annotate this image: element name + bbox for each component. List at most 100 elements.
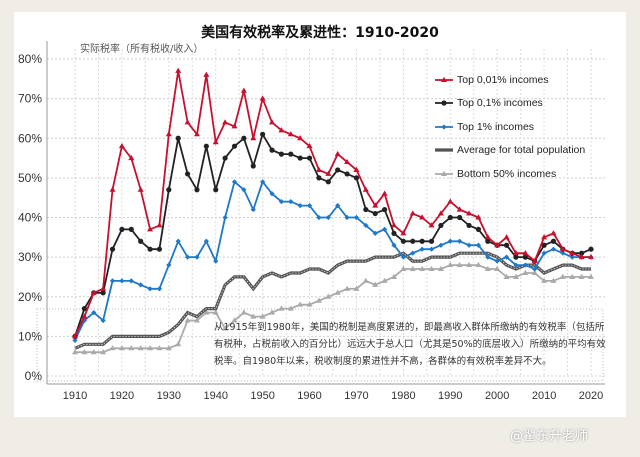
data-point <box>419 238 425 244</box>
data-point <box>278 199 284 205</box>
data-point <box>240 87 247 93</box>
data-point <box>250 135 257 141</box>
data-point <box>260 179 266 185</box>
data-point <box>550 277 557 283</box>
data-point <box>409 265 416 272</box>
data-point <box>541 250 547 256</box>
data-point <box>344 214 350 221</box>
data-point <box>485 254 491 260</box>
series-top-0-1-incomes <box>72 131 594 339</box>
data-point <box>447 214 453 221</box>
data-point <box>260 131 266 137</box>
data-point <box>241 135 247 141</box>
data-point <box>175 135 181 141</box>
x-tick-label: 1910 <box>63 390 87 402</box>
data-point <box>484 265 491 272</box>
data-point <box>522 262 528 268</box>
data-point <box>81 349 88 355</box>
data-point <box>222 119 229 125</box>
data-point <box>213 187 219 193</box>
data-point <box>550 246 557 252</box>
data-point <box>363 222 369 229</box>
y-tick-label: 60% <box>18 131 42 145</box>
x-tick-label: 2000 <box>485 390 509 402</box>
data-point <box>72 337 78 343</box>
data-point <box>325 293 332 299</box>
data-point <box>203 238 209 244</box>
data-point <box>382 206 388 213</box>
data-point <box>503 234 510 240</box>
data-point <box>419 246 425 252</box>
legend-item: Average for total population <box>434 139 585 163</box>
data-point <box>194 187 200 193</box>
data-point <box>428 238 435 244</box>
data-point <box>447 238 453 244</box>
data-point <box>428 222 435 228</box>
data-point <box>325 214 331 221</box>
data-point <box>457 214 463 221</box>
data-point <box>109 278 116 284</box>
legend-marker <box>441 76 447 82</box>
data-point <box>212 309 219 315</box>
data-point <box>522 254 528 260</box>
data-point <box>362 186 369 192</box>
data-point <box>269 309 276 315</box>
data-point <box>428 265 435 272</box>
data-point <box>156 222 163 228</box>
data-point <box>569 249 576 256</box>
data-point <box>382 226 388 232</box>
data-point <box>428 246 435 252</box>
data-point <box>494 258 500 264</box>
data-point <box>165 131 172 137</box>
data-point <box>72 333 78 339</box>
data-point <box>138 282 144 288</box>
legend: Top 0,01% incomes Top 0,1% incomes Top 1% … <box>434 68 585 186</box>
data-point <box>475 242 482 248</box>
data-point <box>325 170 332 176</box>
data-point <box>512 273 519 279</box>
data-point <box>335 203 341 209</box>
legend-item: Top 0,01% incomes <box>434 68 585 92</box>
series-top-0-01-incomes <box>72 67 594 339</box>
x-tick-label: 2010 <box>532 390 556 402</box>
data-point <box>128 345 135 351</box>
data-point <box>297 301 304 307</box>
data-point <box>512 249 519 256</box>
legend-label: Top 0,1% incomes <box>457 97 543 110</box>
data-point <box>250 206 256 213</box>
legend-marker <box>441 170 447 176</box>
data-point <box>541 242 547 248</box>
legend-swatch <box>435 124 453 130</box>
data-point <box>138 238 144 244</box>
legend-label: Bottom 50% incomes <box>457 167 557 180</box>
data-point <box>213 258 219 264</box>
data-point <box>541 277 548 283</box>
data-point <box>475 214 482 220</box>
data-point <box>109 186 116 192</box>
data-point <box>588 273 594 279</box>
data-point <box>231 179 238 185</box>
data-point <box>419 214 426 220</box>
watermark: @翟东升老师 <box>510 429 589 444</box>
data-point <box>334 150 341 157</box>
data-point <box>466 261 473 268</box>
annotation-text: 从1915年到1980年，美国的税制是高度累进的，即最高收入群体所缴纳的有效税率… <box>214 322 606 367</box>
data-point <box>147 246 153 252</box>
legend-swatch <box>435 76 453 82</box>
data-point <box>119 226 125 232</box>
data-point <box>222 214 228 221</box>
data-point <box>541 234 548 240</box>
data-point <box>494 242 501 248</box>
data-point <box>532 266 538 272</box>
data-point <box>278 127 285 133</box>
data-point <box>550 230 557 236</box>
data-point <box>288 199 294 205</box>
data-point <box>513 262 519 268</box>
data-point <box>166 187 172 193</box>
data-point <box>400 230 407 236</box>
data-point <box>90 349 97 355</box>
data-point <box>193 317 200 323</box>
data-point <box>100 285 107 291</box>
data-point <box>559 273 566 279</box>
x-tick-label: 1990 <box>438 390 462 402</box>
